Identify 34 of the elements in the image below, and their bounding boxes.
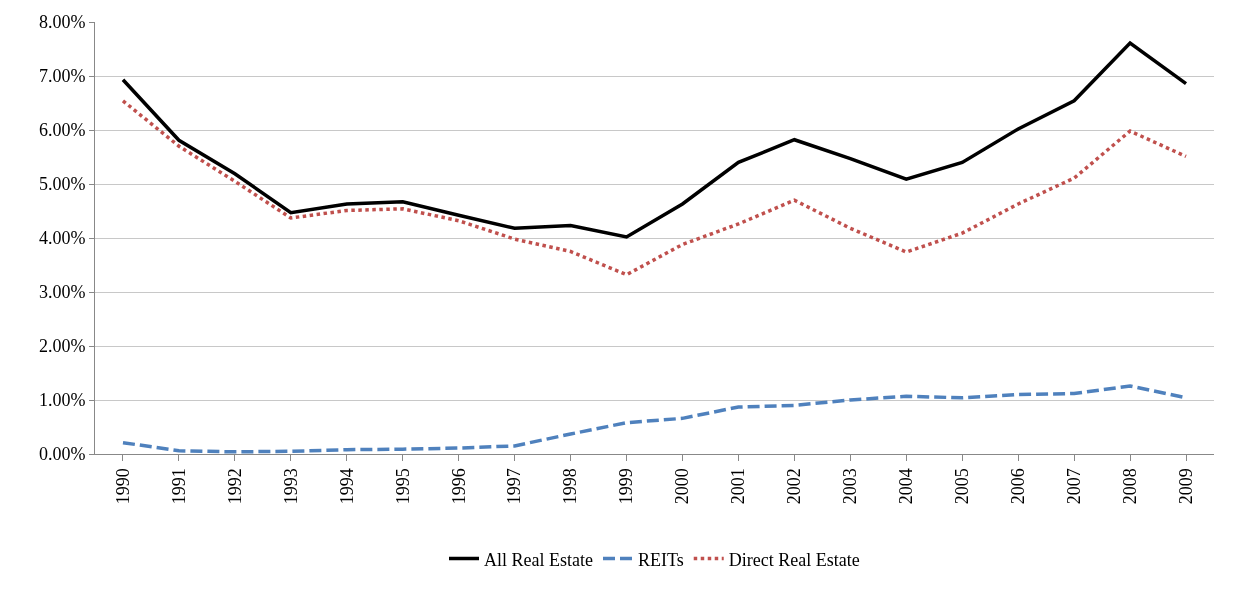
- x-tick-label: 2000: [672, 468, 693, 505]
- x-tick-label: 1996: [448, 468, 469, 505]
- x-tick-label: 1998: [560, 468, 581, 505]
- line-series: [121, 99, 1188, 277]
- x-tick-label: 2002: [784, 468, 805, 505]
- line-series: [121, 41, 1188, 239]
- x-tick-label: 1997: [504, 468, 525, 505]
- x-tick-label: 2006: [1008, 468, 1029, 505]
- x-tick-label: 2009: [1175, 468, 1196, 505]
- x-tick-label: 2007: [1063, 468, 1084, 505]
- x-tick-label: 2008: [1119, 468, 1140, 505]
- y-tick-label: 2.00%: [38, 336, 86, 357]
- x-tick-label: 1999: [616, 468, 637, 505]
- x-tick-label: 1991: [168, 468, 189, 505]
- legend-label: All Real Estate: [484, 549, 593, 570]
- y-tick-label: 6.00%: [38, 120, 86, 141]
- x-tick-label: 1990: [112, 468, 133, 505]
- y-tick-label: 0.00%: [38, 444, 86, 465]
- x-tick-label: 2001: [728, 468, 749, 505]
- y-tick-label: 4.00%: [38, 228, 86, 249]
- y-tick-label: 1.00%: [38, 390, 86, 411]
- x-tick-label: 1995: [392, 468, 413, 505]
- y-tick-label: 7.00%: [38, 66, 86, 87]
- y-tick-label: 5.00%: [38, 174, 86, 195]
- x-tick-label: 1992: [224, 468, 245, 505]
- y-tick-label: 3.00%: [38, 282, 86, 303]
- x-tick-label: 1994: [336, 468, 357, 505]
- x-tick-label: 1993: [280, 468, 301, 505]
- x-tick-label: 2003: [840, 468, 861, 505]
- y-tick-label: 8.00%: [38, 12, 86, 33]
- legend-label: Direct Real Estate: [728, 549, 860, 570]
- legend-label: REITs: [637, 549, 684, 570]
- x-tick-label: 2005: [952, 468, 973, 505]
- x-tick-label: 2004: [896, 468, 917, 505]
